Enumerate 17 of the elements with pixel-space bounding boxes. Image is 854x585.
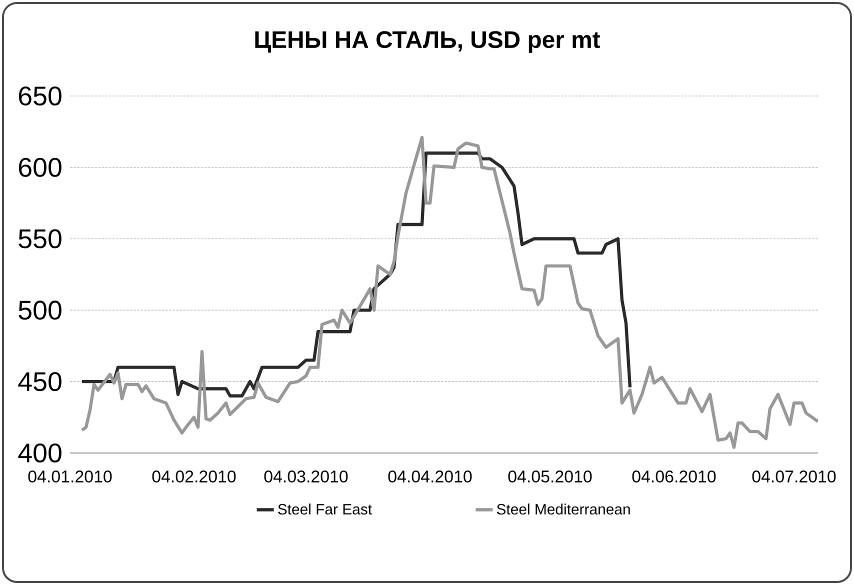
y-tick-label: 400 (18, 443, 62, 463)
line-series (80, 136, 818, 449)
y-tick-label: 450 (18, 372, 62, 392)
x-tick-label: 04.03.2010 (264, 470, 348, 482)
y-tick-label: 650 (18, 86, 62, 106)
x-tick-label: 04.06.2010 (632, 470, 716, 482)
y-tick-label: 550 (18, 229, 62, 248)
x-tick-label: 04.05.2010 (508, 470, 592, 482)
legend-label: Steel Far East (278, 504, 372, 515)
legend-label: Steel Mediterranean (496, 504, 630, 515)
x-tick-label: 04.07.2010 (752, 470, 836, 482)
x-tick-label: 04.04.2010 (388, 470, 472, 482)
x-tick-label: 04.02.2010 (152, 470, 236, 482)
y-tick-label: 600 (18, 158, 62, 177)
y-tick-label: 500 (18, 300, 62, 320)
chart-title: ЦЕНЫ НА СТАЛЬ, USD per mt (255, 31, 600, 53)
x-tick-label: 04.01.2010 (28, 470, 112, 482)
